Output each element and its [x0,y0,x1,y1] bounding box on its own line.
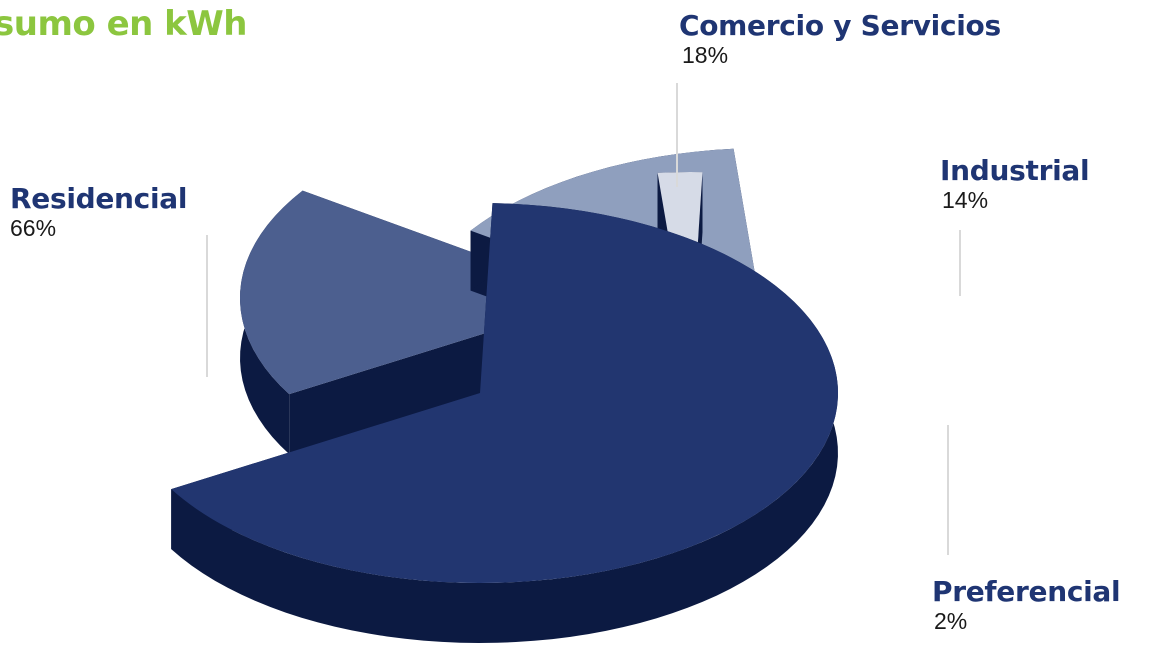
label-residencial: Residencial 66% [10,182,188,242]
label-residencial-value: 66% [10,215,57,242]
label-industrial-name: Industrial [940,154,1090,187]
label-comercio-name: Comercio y Servicios [679,9,1001,42]
label-industrial-value: 14% [942,187,989,214]
label-residencial-name: Residencial [10,182,188,215]
label-preferencial-value: 2% [934,608,968,635]
label-preferencial: Preferencial 2% [932,575,1121,635]
pie-slice-residencial [171,203,839,643]
label-comercio-value: 18% [682,42,729,69]
slice-top-0 [171,203,839,583]
label-industrial: Industrial 14% [940,154,1090,214]
chart-title: sumo en kWh [0,4,248,44]
label-comercio: Comercio y Servicios 18% [679,9,1001,69]
slice-top-1 [239,190,599,395]
label-preferencial-name: Preferencial [932,575,1121,608]
